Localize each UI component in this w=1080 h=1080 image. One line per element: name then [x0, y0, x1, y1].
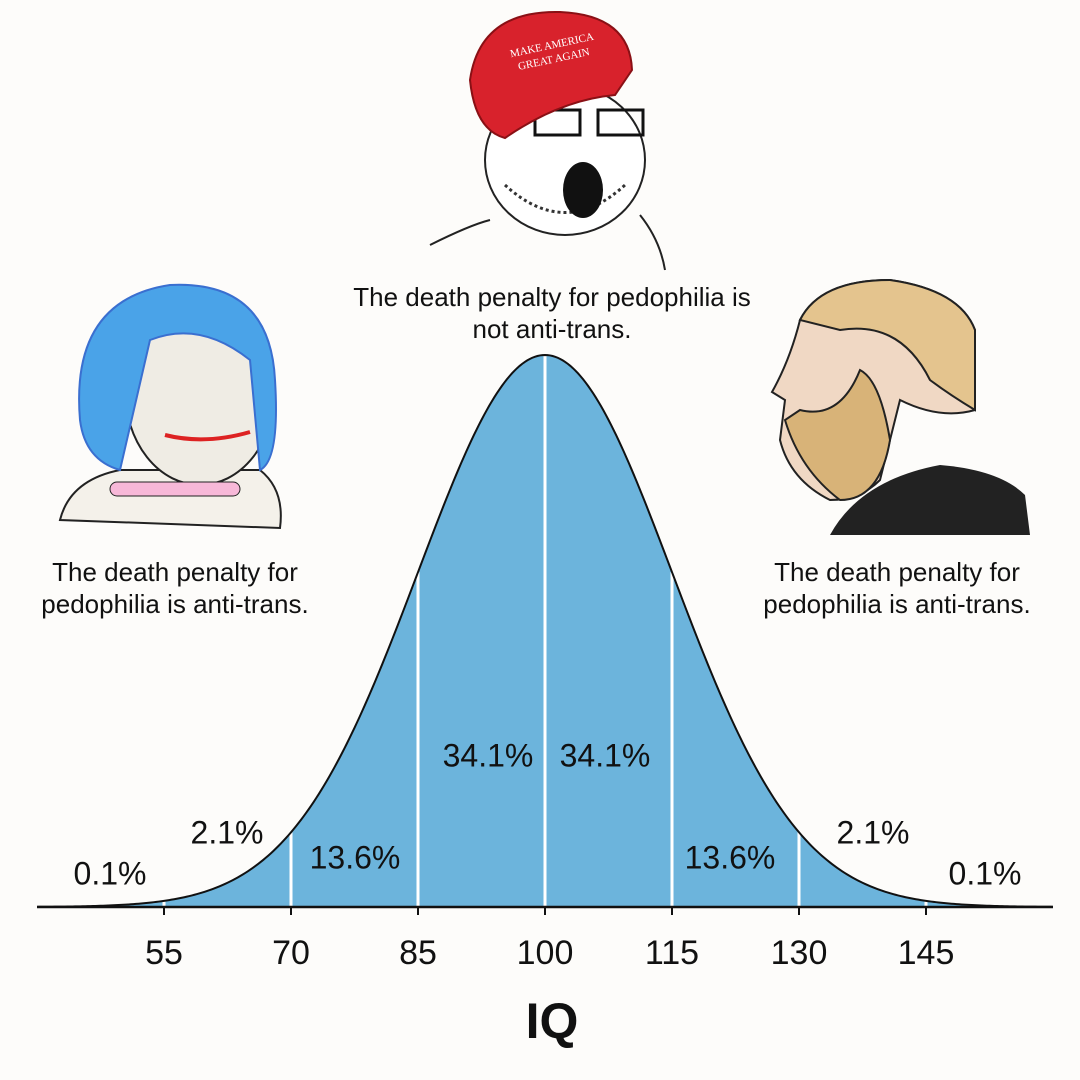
- region: [164, 832, 291, 907]
- region: [418, 355, 545, 907]
- curve: [36, 353, 1054, 908]
- value-label: 2.1%: [191, 814, 264, 850]
- region: [545, 355, 672, 907]
- top-character: [429, 10, 666, 271]
- x-axis-label: IQ: [526, 993, 579, 1049]
- x-tick-label: 115: [645, 934, 699, 972]
- caption: The death penalty for pedophilia is anti…: [41, 557, 309, 619]
- left-character: [58, 283, 282, 530]
- x-tick-label: 100: [517, 934, 574, 972]
- x-tick-label: 85: [399, 934, 437, 972]
- value-label: 13.6%: [685, 839, 776, 875]
- region: [799, 832, 926, 907]
- region: [926, 900, 1053, 907]
- value-label: 2.1%: [837, 814, 910, 850]
- right-character: [770, 278, 1030, 535]
- caption: The death penalty for pedophilia is not …: [353, 282, 751, 344]
- value-label: 0.1%: [74, 855, 147, 891]
- x-tick-label: 130: [771, 934, 828, 972]
- x-tick-label: 145: [898, 934, 955, 972]
- caption: The death penalty for pedophilia is anti…: [763, 557, 1031, 619]
- region: [37, 900, 164, 907]
- value-label: 34.1%: [560, 737, 651, 773]
- value-label: 13.6%: [310, 839, 401, 875]
- value-label: 0.1%: [949, 855, 1022, 891]
- x-tick-label: 55: [145, 934, 183, 972]
- value-label: 34.1%: [443, 737, 534, 773]
- x-tick-label: 70: [272, 934, 310, 972]
